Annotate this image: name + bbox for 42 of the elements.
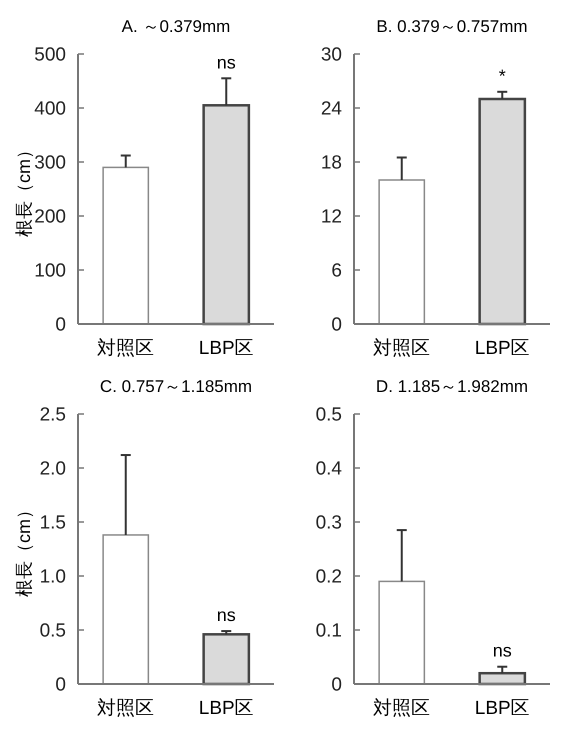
annotation: ns (492, 640, 512, 661)
y-tick-label: 12 (320, 206, 342, 228)
y-tick-label: 2.5 (40, 404, 66, 426)
y-tick-label: 24 (320, 98, 342, 120)
x-tick-label: 対照区 (97, 337, 154, 359)
y-tick-label: 30 (320, 44, 342, 66)
chart-title: A. ～0.379mm (122, 17, 230, 36)
y-axis-title: 根長（cm） (14, 501, 34, 597)
y-tick-label: 0 (55, 314, 66, 336)
y-tick-label: 500 (34, 44, 66, 66)
x-tick-label: 対照区 (373, 337, 430, 359)
x-tick-label: LBP区 (474, 338, 530, 359)
y-tick-label: 100 (34, 260, 66, 282)
y-tick-label: 0.5 (316, 404, 342, 426)
chart-title: D. 1.185～1.982mm (376, 377, 528, 396)
y-tick-label: 0.3 (316, 512, 342, 534)
y-tick-label: 0 (331, 314, 342, 336)
annotation: ns (216, 52, 236, 72)
y-tick-label: 18 (320, 152, 342, 174)
y-tick-label: 2.0 (40, 458, 66, 480)
y-tick-label: 0.5 (40, 620, 66, 642)
annotation: * (498, 66, 506, 86)
annotation: ns (216, 605, 236, 626)
x-tick-label: LBP区 (198, 698, 254, 719)
y-axis-title: 根長（cm） (14, 141, 34, 237)
y-tick-label: 1.5 (40, 512, 66, 534)
chart-title: C. 0.757～1.185mm (100, 377, 252, 396)
x-tick-label: LBP区 (474, 698, 530, 719)
y-tick-label: 200 (34, 206, 66, 228)
x-tick-label: 対照区 (373, 697, 430, 719)
x-tick-label: LBP区 (198, 338, 254, 359)
y-tick-label: 0 (55, 674, 66, 696)
y-tick-label: 0.4 (316, 458, 342, 480)
y-tick-label: 0.1 (316, 620, 342, 642)
chart-title: B. 0.379～0.757mm (376, 17, 528, 36)
y-tick-label: 6 (331, 260, 342, 282)
y-tick-label: 0.2 (316, 566, 342, 588)
y-tick-label: 1.0 (40, 566, 66, 588)
y-tick-label: 0 (331, 674, 342, 696)
y-tick-label: 300 (34, 152, 66, 174)
y-tick-label: 400 (34, 98, 66, 120)
x-tick-label: 対照区 (97, 697, 154, 719)
